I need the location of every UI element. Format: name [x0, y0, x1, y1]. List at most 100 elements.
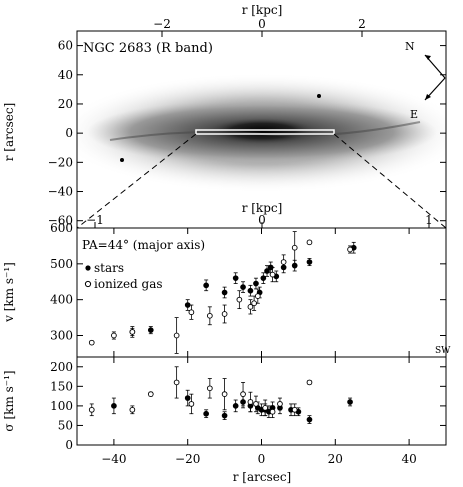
sigma-star-point — [306, 416, 313, 423]
inner-kpc-ticks: −1 0 1 — [86, 213, 433, 228]
velocity-y-tick-label: 300 — [50, 329, 73, 343]
velocity-gas-point — [88, 339, 95, 346]
image-y-tick-label: −40 — [48, 185, 73, 199]
compass: N E — [405, 40, 446, 121]
velocity-gas-point — [221, 311, 228, 317]
velocity-star-point — [203, 282, 210, 289]
image-y-tick-label: 40 — [58, 68, 73, 82]
galaxy-image — [77, 73, 446, 193]
velocity-annotation: PA=44° (major axis) — [82, 238, 205, 252]
velocity-star-point — [264, 268, 270, 274]
sigma-star-point — [221, 412, 228, 419]
compass-e-label: E — [410, 108, 418, 121]
sigma-y-tick-label: 200 — [50, 360, 73, 374]
image-y-tick-label: 60 — [58, 39, 73, 53]
sigma-gas-point — [269, 408, 276, 415]
projection-line-right — [333, 133, 447, 229]
sigma-panel: 200 150 100 50 0 σ [km s⁻¹] — [2, 356, 447, 452]
legend-stars-marker — [85, 265, 91, 271]
velocity-gas-point — [251, 300, 257, 307]
velocity-points — [88, 231, 357, 354]
inner-tick-label: 0 — [258, 213, 266, 227]
sigma-gas-point — [206, 385, 213, 392]
velocity-gas-point — [269, 271, 276, 278]
velocity-gas-point — [306, 239, 313, 246]
sigma-gas-point — [88, 406, 95, 413]
sigma-star-point — [184, 395, 191, 401]
compass-e-arrow — [425, 94, 431, 100]
sigma-gas-point — [262, 404, 269, 411]
velocity-star-point — [232, 275, 239, 282]
velocity-y-tick-label: 600 — [50, 221, 73, 235]
x-tick-label: 0 — [258, 452, 266, 466]
image-title: NGC 2683 (R band) — [83, 41, 213, 56]
top-tick-label: 2 — [358, 17, 366, 31]
x-tick-label: −20 — [175, 452, 200, 466]
sigma-y-tick-label: 50 — [58, 418, 73, 432]
inner-tick-label: −1 — [86, 213, 104, 227]
x-tick-label: 20 — [328, 452, 343, 466]
sigma-frame — [76, 356, 447, 446]
x-tick-label: 40 — [401, 452, 416, 466]
velocity-star-point — [221, 289, 228, 296]
top-kpc-ticks: −2 0 2 — [153, 17, 366, 37]
image-y-tick-label: −20 — [48, 155, 73, 169]
sigma-gas-point — [277, 401, 283, 407]
sigma-star-point — [232, 403, 239, 409]
sigma-gas-point — [306, 379, 313, 386]
inner-axis-label: r [kpc] — [242, 201, 283, 215]
image-y-tick-label: 0 — [65, 126, 73, 140]
sigma-star-point — [347, 399, 353, 405]
corner-label-sw: SW — [435, 346, 451, 356]
velocity-gas-point — [236, 296, 243, 303]
sigma-y-tick-label: 150 — [50, 379, 73, 393]
sigma-gas-point — [221, 391, 228, 398]
legend-gas-marker — [84, 280, 92, 288]
velocity-gas-point — [111, 332, 117, 339]
velocity-gas-point — [254, 293, 261, 299]
inner-tick-label: 1 — [425, 213, 433, 227]
sigma-ticks: 200 150 100 50 0 — [50, 360, 446, 452]
velocity-star-point — [247, 287, 254, 294]
velocity-panel: 600 500 400 300 PA=44° (major axis) stars i… — [2, 221, 451, 358]
x-tick-label: −40 — [101, 452, 126, 466]
image-y-tick-label: −60 — [48, 214, 73, 228]
sigma-gas-point — [247, 399, 254, 405]
sigma-y-tick-label: 100 — [50, 399, 73, 413]
compass-n-arrow — [425, 55, 431, 60]
top-axis-label: r [kpc] — [242, 3, 283, 17]
sigma-points — [88, 366, 353, 424]
velocity-gas-point — [129, 329, 136, 335]
velocity-star-point — [306, 259, 313, 265]
velocity-star-point — [260, 275, 267, 282]
velocity-star-point — [147, 327, 154, 333]
compass-n-label: N — [405, 40, 415, 53]
sigma-gas-point — [173, 379, 180, 386]
velocity-star-point — [184, 302, 191, 308]
bottom-x-ticks: −40 −20 0 20 40 — [101, 228, 417, 466]
x-axis-label: r [arcsec] — [233, 470, 292, 484]
velocity-gas-point — [280, 259, 287, 265]
image-y-tick-label: 20 — [58, 97, 73, 111]
top-tick-label: 0 — [258, 17, 266, 31]
velocity-gas-point — [188, 309, 195, 316]
image-y-axis-label: r [arcsec] — [2, 103, 16, 162]
velocity-gas-point — [291, 244, 298, 251]
velocity-y-tick-label: 500 — [50, 257, 73, 271]
legend-gas-label: ionized gas — [94, 277, 163, 291]
velocity-y-axis-label: v [km s⁻¹] — [2, 262, 16, 323]
velocity-gas-point — [206, 312, 213, 319]
velocity-star-point — [253, 280, 259, 287]
velocity-y-tick-label: 400 — [50, 293, 73, 307]
sigma-y-axis-label: σ [km s⁻¹] — [2, 370, 16, 431]
velocity-star-point — [240, 284, 246, 290]
sigma-star-point — [203, 410, 210, 417]
sigma-y-tick-label: 0 — [65, 438, 73, 452]
sigma-gas-point — [291, 406, 298, 413]
legend-stars-label: stars — [94, 261, 124, 275]
sigma-gas-point — [147, 391, 154, 398]
velocity-ticks: 600 500 400 300 — [50, 221, 446, 343]
velocity-gas-point — [247, 303, 254, 310]
